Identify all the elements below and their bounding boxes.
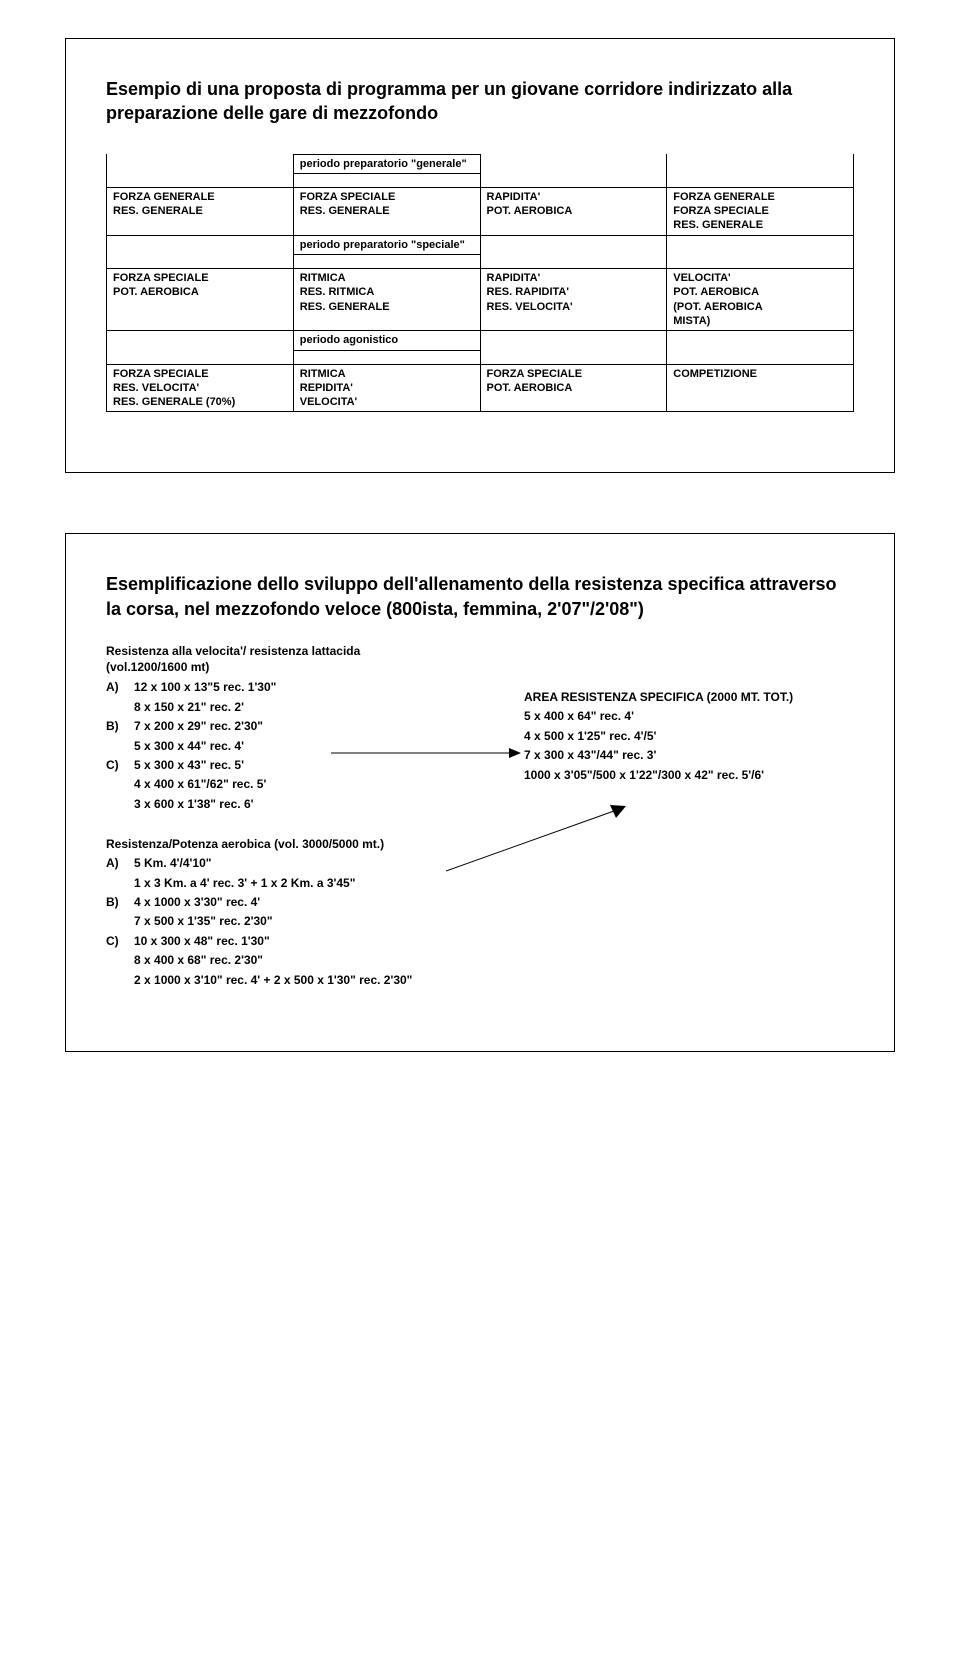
- sec2-title: Resistenza/Potenza aerobica (vol. 3000/5…: [106, 837, 854, 851]
- right-l2: 4 x 500 x 1'25" rec. 4'/5': [524, 728, 854, 745]
- r3c4: COMPETIZIONE: [667, 364, 854, 412]
- label-C1: C): [106, 757, 134, 774]
- label-C2: C): [106, 933, 134, 950]
- block-programma: Esempio di una proposta di programma per…: [65, 38, 895, 473]
- r1c1: FORZA GENERALE RES. GENERALE: [107, 187, 294, 235]
- sec2-list: A)5 Km. 4'/4'10" 1 x 3 Km. a 4' rec. 3' …: [106, 855, 854, 989]
- right-l1: 5 x 400 x 64" rec. 4': [524, 708, 854, 725]
- label-A1: A): [106, 679, 134, 696]
- period-prep-generale: periodo preparatorio "generale": [293, 154, 480, 173]
- r2c2: RITMICA RES. RITMICA RES. GENERALE: [293, 269, 480, 331]
- sec1-title: Resistenza alla velocita'/ resistenza la…: [106, 643, 504, 675]
- s1-a-1: 12 x 100 x 13"5 rec. 1'30": [134, 679, 504, 696]
- s1-a-2: 8 x 150 x 21" rec. 2': [134, 699, 504, 716]
- right-col: AREA RESISTENZA SPECIFICA (2000 MT. TOT.…: [524, 643, 854, 786]
- right-title: AREA RESISTENZA SPECIFICA (2000 MT. TOT.…: [524, 689, 854, 706]
- s1-b-1: 7 x 200 x 29" rec. 2'30": [134, 718, 504, 735]
- s2-b-1: 4 x 1000 x 3'30" rec. 4': [134, 894, 854, 911]
- s2-a-2: 1 x 3 Km. a 4' rec. 3' + 1 x 2 Km. a 3'4…: [134, 875, 854, 892]
- block-esemplificazione: Esemplificazione dello sviluppo dell'all…: [65, 533, 895, 1051]
- r3c3: FORZA SPECIALE POT. AEROBICA: [480, 364, 667, 412]
- label-A2: A): [106, 855, 134, 872]
- r3c2: RITMICA REPIDITA' VELOCITA': [293, 364, 480, 412]
- r2c3: RAPIDITA' RES. RAPIDITA' RES. VELOCITA': [480, 269, 667, 331]
- sec1-list: A)12 x 100 x 13"5 rec. 1'30" 8 x 150 x 2…: [106, 679, 504, 813]
- period-agonistico: periodo agonistico: [293, 331, 480, 350]
- label-B1: B): [106, 718, 134, 735]
- r2c4: VELOCITA' POT. AEROBICA (POT. AEROBICA M…: [667, 269, 854, 331]
- r2c1: FORZA SPECIALE POT. AEROBICA: [107, 269, 294, 331]
- s1-c-1: 5 x 300 x 43" rec. 5': [134, 757, 504, 774]
- right-l3: 7 x 300 x 43"/44" rec. 3': [524, 747, 854, 764]
- r1c2: FORZA SPECIALE RES. GENERALE: [293, 187, 480, 235]
- r1c3: RAPIDITA' POT. AEROBICA: [480, 187, 667, 235]
- title-2: Esemplificazione dello sviluppo dell'all…: [106, 572, 854, 621]
- s2-a-1: 5 Km. 4'/4'10": [134, 855, 854, 872]
- right-l4: 1000 x 3'05"/500 x 1'22"/300 x 42" rec. …: [524, 767, 854, 784]
- program-table: periodo preparatorio "generale" FORZA GE…: [106, 154, 854, 413]
- s1-b-2: 5 x 300 x 44" rec. 4': [134, 738, 504, 755]
- r3c1: FORZA SPECIALE RES. VELOCITA' RES. GENER…: [107, 364, 294, 412]
- title-1: Esempio di una proposta di programma per…: [106, 77, 854, 126]
- s2-b-2: 7 x 500 x 1'35" rec. 2'30": [134, 913, 854, 930]
- label-B2: B): [106, 894, 134, 911]
- s2-c-1: 10 x 300 x 48" rec. 1'30": [134, 933, 854, 950]
- r1c4: FORZA GENERALE FORZA SPECIALE RES. GENER…: [667, 187, 854, 235]
- s2-c-3: 2 x 1000 x 3'10" rec. 4' + 2 x 500 x 1'3…: [134, 972, 854, 989]
- period-prep-speciale: periodo preparatorio "speciale": [293, 235, 480, 254]
- s1-c-3: 3 x 600 x 1'38" rec. 6': [134, 796, 504, 813]
- s1-c-2: 4 x 400 x 61"/62" rec. 5': [134, 776, 504, 793]
- s2-c-2: 8 x 400 x 68" rec. 2'30": [134, 952, 854, 969]
